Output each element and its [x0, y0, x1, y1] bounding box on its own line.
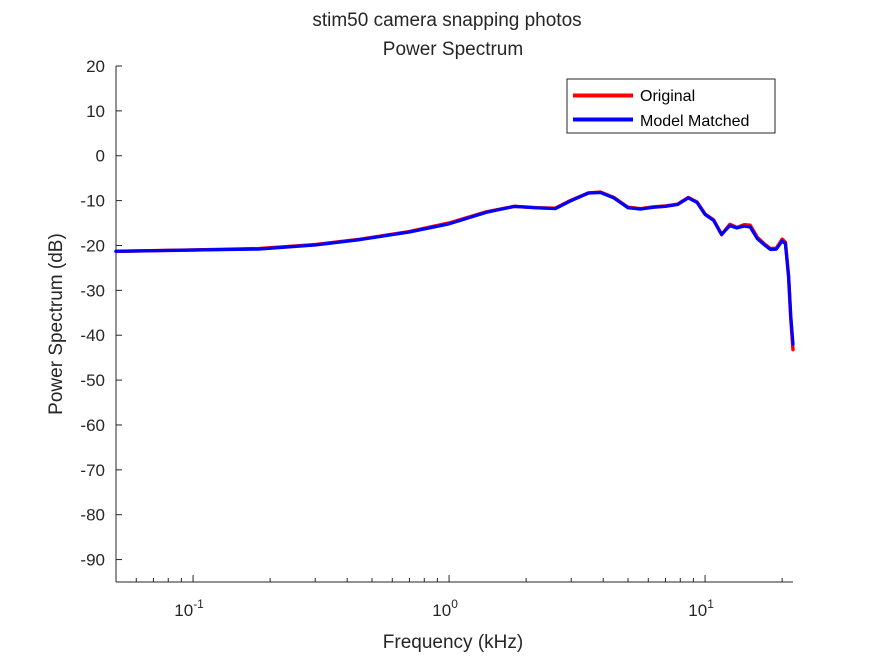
- x-axis-label: Frequency (kHz): [383, 632, 523, 653]
- x-tick-label: 100: [432, 597, 458, 620]
- plot-area: [115, 66, 793, 583]
- y-tick-label: -40: [80, 326, 105, 345]
- series-line-model-matched: [114, 190, 795, 346]
- y-tick-label: 20: [86, 57, 105, 76]
- chart-title-line-2: Power Spectrum: [383, 39, 523, 60]
- y-tick-label: -70: [80, 461, 105, 480]
- y-axis-ticks: 20 10 0 -10 -20 -30 -40 -50 -60 -70 -80 -90: [80, 57, 122, 570]
- y-tick-label: -20: [80, 236, 105, 255]
- x-axis-ticks: 10-1 100 101: [115, 575, 783, 620]
- x-tick-label: 101: [688, 597, 714, 620]
- legend-box: [566, 78, 776, 134]
- legend-label-model-matched: Model Matched: [640, 113, 749, 130]
- y-tick-label: -30: [80, 281, 105, 300]
- legend: Original Model Matched: [566, 78, 776, 134]
- chart-title-line-1: stim50 camera snapping photos: [312, 10, 581, 31]
- y-tick-label: -50: [80, 371, 105, 390]
- y-tick-label: -10: [80, 192, 105, 211]
- x-tick-label: 10-1: [174, 597, 204, 620]
- y-axis-label: Power Spectrum (dB): [46, 233, 67, 415]
- y-tick-label: 10: [86, 102, 105, 121]
- chart-title: stim50 camera snapping photos Power Spec…: [312, 10, 581, 60]
- y-tick-label: -90: [80, 551, 105, 570]
- y-tick-label: 0: [96, 147, 105, 166]
- y-tick-label: -60: [80, 416, 105, 435]
- series-layer: [114, 190, 795, 352]
- legend-label-original: Original: [640, 88, 695, 105]
- y-tick-label: -80: [80, 506, 105, 525]
